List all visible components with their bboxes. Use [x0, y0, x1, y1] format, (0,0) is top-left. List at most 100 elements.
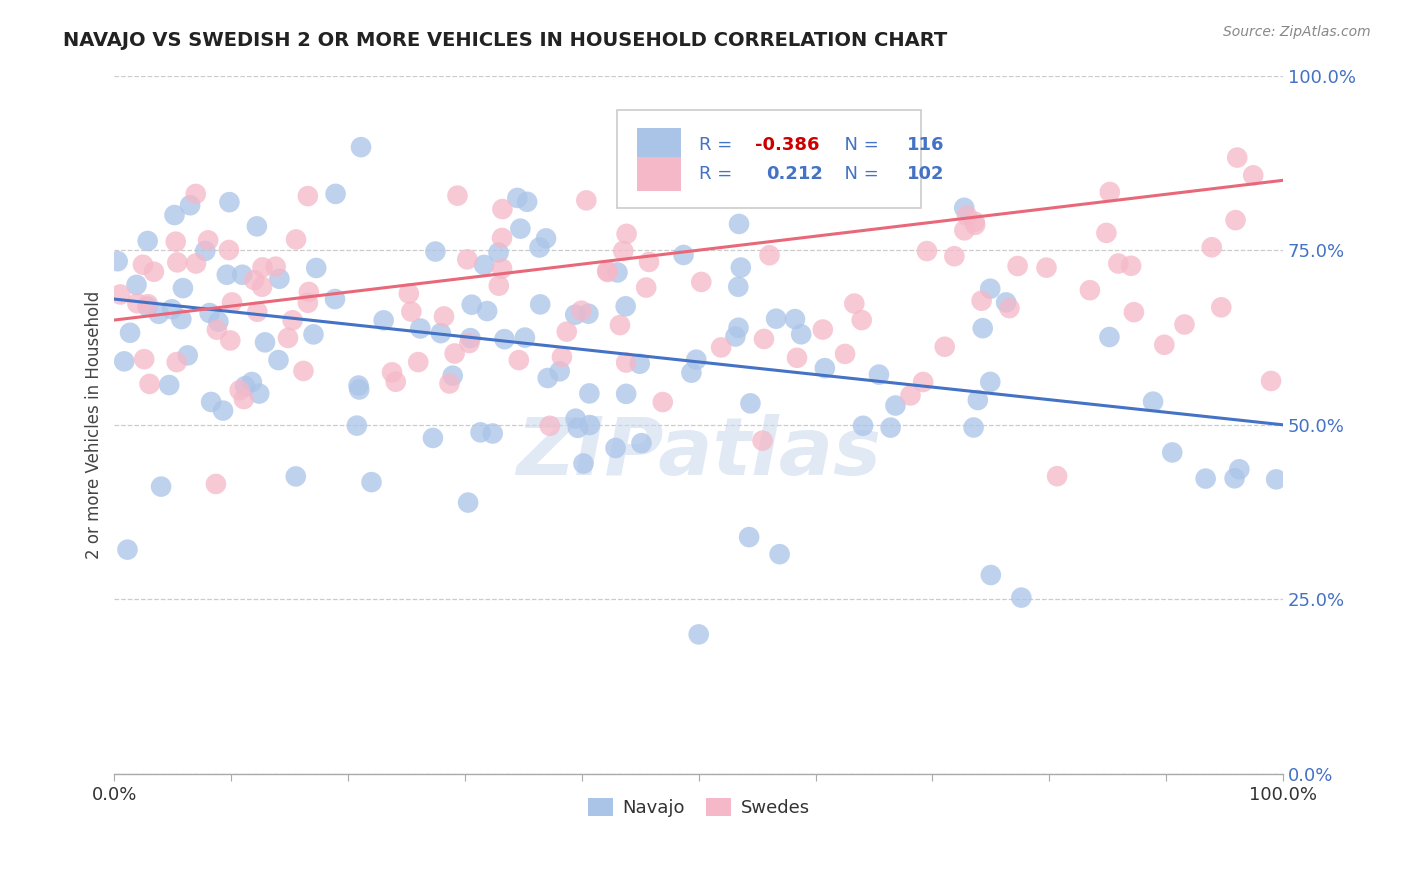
Point	[630, 436, 652, 450]
Point	[912, 375, 935, 389]
Point	[851, 313, 873, 327]
Point	[879, 420, 901, 434]
Point	[900, 388, 922, 402]
Point	[136, 234, 159, 248]
Point	[758, 248, 780, 262]
Point	[765, 311, 787, 326]
Point	[246, 219, 269, 234]
Point	[915, 244, 938, 258]
Point	[852, 418, 875, 433]
Point	[136, 297, 159, 311]
Point	[1260, 374, 1282, 388]
Point	[441, 368, 464, 383]
Point	[596, 264, 619, 278]
Point	[884, 399, 907, 413]
Point	[966, 392, 988, 407]
Point	[1098, 185, 1121, 199]
Point	[751, 434, 773, 448]
Point	[494, 332, 516, 346]
Point	[221, 295, 243, 310]
Point	[170, 312, 193, 326]
Point	[769, 547, 792, 561]
Point	[142, 265, 165, 279]
Point	[814, 361, 837, 376]
Point	[1122, 305, 1144, 319]
Point	[491, 202, 513, 216]
Point	[406, 355, 429, 369]
Point	[284, 469, 307, 483]
Point	[461, 298, 484, 312]
Point	[681, 366, 703, 380]
Point	[127, 296, 149, 310]
Point	[979, 282, 1001, 296]
Point	[460, 331, 482, 345]
Text: 102: 102	[907, 165, 945, 183]
Point	[1107, 256, 1129, 270]
Point	[323, 292, 346, 306]
Point	[117, 542, 139, 557]
Point	[690, 275, 713, 289]
Point	[538, 418, 561, 433]
Point	[1223, 471, 1246, 485]
Point	[269, 271, 291, 285]
Point	[456, 252, 478, 267]
Point	[430, 326, 453, 340]
Point	[409, 321, 432, 335]
Point	[475, 304, 498, 318]
Point	[614, 355, 637, 369]
Point	[688, 627, 710, 641]
Point	[136, 300, 159, 314]
Point	[740, 396, 762, 410]
Point	[110, 287, 132, 301]
Point	[679, 190, 702, 204]
Point	[1078, 283, 1101, 297]
Point	[1226, 151, 1249, 165]
Point	[578, 417, 600, 432]
Point	[305, 260, 328, 275]
Point	[160, 302, 183, 317]
Point	[488, 245, 510, 260]
Point	[194, 244, 217, 258]
Point	[184, 256, 207, 270]
Point	[627, 186, 650, 200]
Point	[1195, 472, 1218, 486]
Point	[215, 268, 238, 282]
Point	[281, 313, 304, 327]
Point	[844, 296, 866, 310]
Point	[1241, 169, 1264, 183]
Point	[1153, 338, 1175, 352]
Point	[738, 530, 761, 544]
Point	[575, 194, 598, 208]
Point	[786, 351, 808, 365]
Point	[1225, 213, 1247, 227]
Point	[197, 233, 219, 247]
Text: Source: ZipAtlas.com: Source: ZipAtlas.com	[1223, 25, 1371, 39]
Point	[612, 244, 634, 258]
Point	[166, 255, 188, 269]
Point	[120, 326, 142, 340]
Point	[472, 258, 495, 272]
FancyBboxPatch shape	[637, 157, 681, 191]
Point	[616, 227, 638, 241]
Point	[606, 265, 628, 279]
Point	[1201, 240, 1223, 254]
Point	[218, 243, 240, 257]
Point	[962, 420, 984, 434]
Point	[491, 231, 513, 245]
Point	[107, 254, 129, 268]
Point	[1098, 330, 1121, 344]
Point	[537, 371, 560, 385]
Point	[247, 386, 270, 401]
Point	[834, 347, 856, 361]
Point	[457, 495, 479, 509]
Point	[148, 307, 170, 321]
Point	[200, 395, 222, 409]
Point	[934, 340, 956, 354]
Point	[506, 191, 529, 205]
Point	[439, 376, 461, 391]
Point	[252, 260, 274, 275]
Point	[1142, 394, 1164, 409]
Point	[231, 268, 253, 282]
Point	[292, 364, 315, 378]
Point	[346, 418, 368, 433]
